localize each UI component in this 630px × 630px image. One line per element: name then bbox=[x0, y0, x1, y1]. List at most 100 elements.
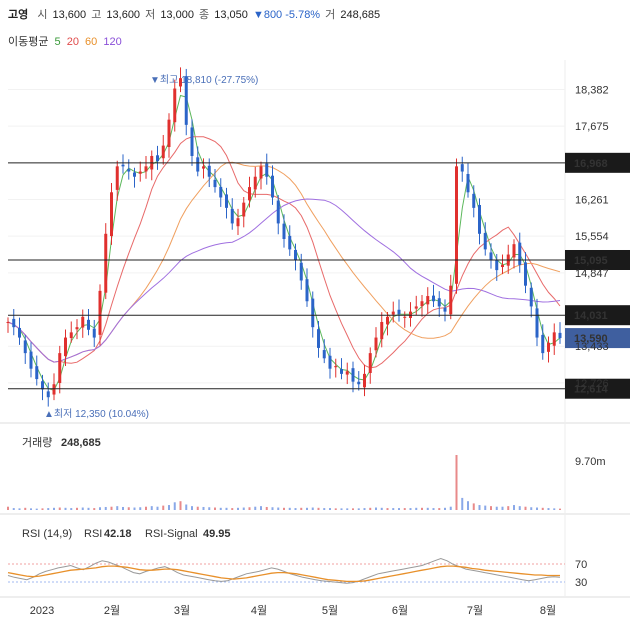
close-value: 13,050 bbox=[214, 9, 248, 21]
rsi-70-label: 70 bbox=[575, 559, 587, 571]
volume-bar bbox=[449, 506, 452, 510]
candle-body bbox=[75, 327, 79, 330]
volume-bar bbox=[553, 508, 556, 510]
candle-body bbox=[524, 262, 527, 286]
volume-bar bbox=[116, 506, 119, 510]
candle-body bbox=[259, 166, 263, 179]
open-value: 13,600 bbox=[52, 9, 87, 21]
volume-bar bbox=[196, 506, 199, 510]
candle-body bbox=[133, 172, 136, 177]
volume-bar bbox=[403, 508, 406, 510]
volume-bar bbox=[472, 503, 475, 510]
candle-body bbox=[345, 371, 349, 375]
candle-body bbox=[466, 174, 470, 193]
quote-info-bar: 고영 시 13,600 고 13,600 저 13,000 종 13,050 ▼… bbox=[8, 6, 382, 22]
volume-panel-label: 거래량 bbox=[22, 436, 52, 449]
candle-body bbox=[104, 233, 108, 293]
volume-bar bbox=[317, 507, 320, 510]
rsi-lines bbox=[7, 557, 561, 584]
candle-body bbox=[18, 327, 21, 338]
time-tick-label: 4월 bbox=[251, 604, 267, 617]
candle-body bbox=[29, 351, 33, 369]
volume-bar bbox=[99, 507, 101, 510]
volume-bar bbox=[24, 507, 27, 510]
current-price-label: 13,590 bbox=[574, 333, 608, 345]
volume-bar bbox=[277, 507, 280, 510]
high-label: 고 bbox=[91, 9, 102, 21]
candle-body bbox=[265, 163, 269, 177]
volume-bar bbox=[76, 507, 78, 510]
candle-body bbox=[322, 350, 326, 359]
volume-bar bbox=[513, 505, 515, 510]
low-label: 저 bbox=[145, 9, 156, 21]
candle-body bbox=[248, 187, 251, 201]
volume-bar bbox=[507, 506, 510, 510]
candle-body bbox=[455, 166, 458, 284]
volume-bar bbox=[47, 508, 50, 510]
stock-name: 고영 bbox=[8, 9, 29, 21]
candle-body bbox=[276, 200, 280, 224]
candle-body bbox=[156, 155, 159, 162]
candle-body bbox=[271, 175, 274, 198]
candle-body bbox=[236, 218, 240, 227]
min-price-annotation: ▲최저 12,350 (10.04%) bbox=[44, 408, 149, 420]
volume-bar bbox=[438, 508, 441, 510]
candle-body bbox=[512, 244, 516, 258]
candle-body bbox=[12, 318, 16, 328]
volume-bar bbox=[346, 508, 349, 510]
volume-bar bbox=[559, 508, 561, 510]
candle-body bbox=[460, 164, 464, 172]
candle-body bbox=[242, 202, 246, 217]
candle-body bbox=[403, 316, 407, 318]
level-badge bbox=[565, 152, 630, 173]
volume-axis-label: 9.70m bbox=[575, 456, 606, 468]
candle-body bbox=[98, 290, 102, 335]
candle-body bbox=[495, 259, 499, 271]
candle-body bbox=[558, 332, 562, 339]
candle-body bbox=[437, 298, 441, 307]
volume-bar bbox=[541, 507, 544, 510]
candle-body bbox=[138, 171, 142, 174]
volume-bar bbox=[87, 507, 90, 510]
candle-body bbox=[443, 307, 447, 312]
volume-bar bbox=[398, 508, 400, 510]
price-tick-label: 17,675 bbox=[575, 121, 609, 133]
level-badge bbox=[565, 305, 630, 326]
volume-panel-value: 248,685 bbox=[61, 437, 101, 449]
volume-bar bbox=[426, 507, 429, 510]
candle-body bbox=[547, 342, 550, 352]
volume-bar bbox=[340, 508, 343, 510]
volume-bar bbox=[375, 507, 377, 510]
time-tick-label: 5월 bbox=[322, 604, 338, 617]
price-axis: 18,382 17,675 16,261 15,554 14,847 13,433 12,7… bbox=[575, 84, 609, 389]
moving-average-legend[interactable]: 이동평균 5 20 60 120 bbox=[8, 33, 125, 49]
candle-body bbox=[426, 296, 430, 305]
volume-bar bbox=[30, 508, 32, 510]
candle-body bbox=[432, 295, 435, 302]
rsi-panel-label: RSI (14,9) bbox=[22, 528, 72, 540]
volume-bar bbox=[237, 507, 239, 510]
candle-body bbox=[23, 340, 27, 354]
price-grid bbox=[8, 88, 565, 384]
high-value: 13,600 bbox=[106, 9, 141, 21]
price-tick-label: 12,726 bbox=[575, 378, 609, 390]
candle-body bbox=[52, 384, 56, 395]
candlesticks bbox=[6, 67, 562, 407]
volume-bar bbox=[547, 508, 550, 510]
candle-body bbox=[196, 157, 200, 172]
volume-bar bbox=[369, 507, 372, 510]
volume-bar bbox=[139, 507, 142, 510]
candle-body bbox=[449, 285, 453, 315]
price-tick-label: 15,554 bbox=[575, 231, 609, 243]
volume-bar bbox=[306, 507, 308, 510]
volume-bar bbox=[455, 455, 458, 510]
volume-bar bbox=[536, 507, 538, 510]
candle-body bbox=[115, 166, 119, 190]
candle-body bbox=[219, 186, 223, 198]
volume-bar bbox=[363, 508, 366, 510]
candle-body bbox=[368, 353, 372, 373]
volume-bar bbox=[162, 505, 165, 510]
ma-20-label: 20 bbox=[66, 36, 79, 48]
volume-bar bbox=[518, 506, 521, 510]
